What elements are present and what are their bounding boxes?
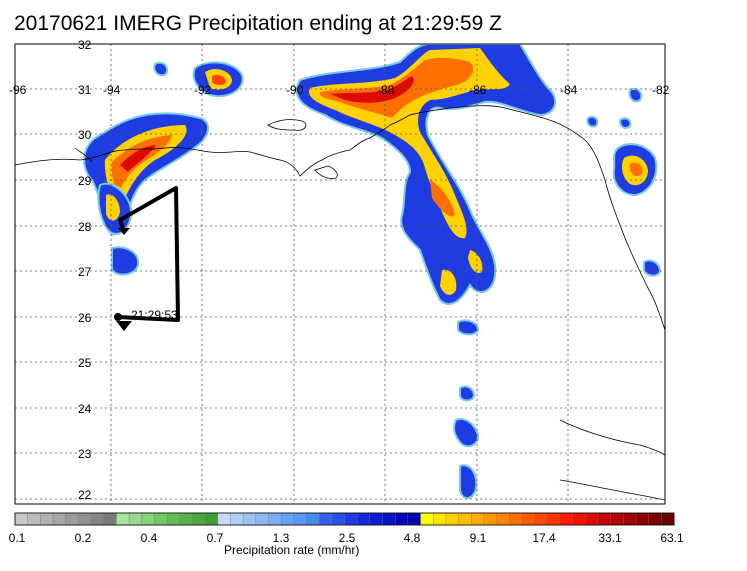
lon-label: -82: [652, 83, 670, 97]
colorbar-tick: 1.3: [272, 531, 290, 545]
lat-label: 32: [78, 38, 92, 52]
colorbar-swatch: [496, 512, 510, 526]
colorbar-swatch: [27, 512, 41, 526]
track-time-label: 21:29:53: [131, 308, 178, 322]
rain-cell-offshore: [111, 246, 140, 276]
colorbar-tick: 4.8: [403, 531, 421, 545]
colorbar-swatch: [559, 512, 574, 526]
colorbar-swatch: [445, 512, 460, 526]
colorbar-swatch: [90, 512, 105, 526]
colorbar-swatch: [585, 512, 599, 526]
colorbar-tick: 0.2: [74, 531, 92, 545]
lat-label: 25: [78, 356, 92, 370]
colorbar-swatch: [116, 512, 130, 526]
lon-labels: -96 -94 -92 -90 -88 -86 -84 -82: [9, 83, 670, 97]
colorbar-swatch: [458, 512, 472, 526]
colorbar-tick: 9.1: [469, 531, 487, 545]
colorbar-swatch: [331, 512, 345, 526]
track-start-marker: [118, 228, 130, 235]
precipitation-field: [83, 44, 662, 499]
colorbar-swatch: [78, 512, 92, 526]
colorbar-swatch: [103, 512, 117, 526]
lon-label: -96: [9, 83, 27, 97]
colorbar-swatch: [407, 512, 422, 526]
grid: [15, 44, 665, 504]
lon-label: -84: [560, 83, 578, 97]
colorbar-swatch: [382, 512, 396, 526]
colorbar-swatch: [166, 512, 181, 526]
colorbar-swatch: [369, 512, 384, 526]
colorbar-swatch: [255, 512, 269, 526]
colorbar-swatch: [268, 512, 282, 526]
lat-label: 27: [78, 265, 92, 279]
colorbar-swatch: [204, 512, 219, 526]
lon-label: -86: [469, 83, 487, 97]
colorbar-swatch: [280, 512, 295, 526]
lat-label: 30: [78, 128, 92, 142]
lat-label: 29: [78, 174, 92, 188]
colorbar-tick: 0.7: [206, 531, 224, 545]
map-frame: [14, 43, 666, 505]
lat-label: 26: [78, 311, 92, 325]
colorbar-swatch: [242, 512, 257, 526]
colorbar-swatch: [597, 512, 612, 526]
colorbar-title: Precipitation rate (mm/hr): [224, 543, 360, 557]
lon-label: -88: [377, 83, 395, 97]
colorbar: [14, 512, 675, 526]
colorbar-swatch: [648, 512, 662, 526]
colorbar-tick: 2.5: [338, 531, 356, 545]
colorbar-swatch: [534, 512, 548, 526]
colorbar-swatch: [420, 512, 434, 526]
colorbar-swatch: [179, 512, 193, 526]
colorbar-tick: 33.1: [598, 531, 622, 545]
colorbar-swatch: [154, 512, 168, 526]
colorbar-swatch: [192, 512, 206, 526]
colorbar-swatch: [52, 512, 67, 526]
lat-label: 24: [78, 402, 92, 416]
lon-label: -92: [194, 83, 212, 97]
colorbar-swatch: [65, 512, 79, 526]
colorbar-swatch: [356, 512, 371, 526]
lon-label: -94: [103, 83, 121, 97]
colorbar-swatch: [635, 512, 650, 526]
colorbar-swatch: [141, 512, 155, 526]
colorbar-swatch: [661, 512, 675, 526]
colorbar-swatch: [547, 512, 561, 526]
colorbar-swatch: [293, 512, 307, 526]
flight-track: [114, 186, 180, 331]
lon-label: -90: [286, 83, 304, 97]
lat-labels: 32 31 30 29 28 27 26 25 24 23 22: [78, 38, 92, 502]
lat-label: 28: [78, 220, 92, 234]
colorbar-swatch: [623, 512, 637, 526]
colorbar-swatch: [483, 512, 498, 526]
colorbar-swatch: [128, 512, 143, 526]
colorbar-swatch: [610, 512, 624, 526]
lat-label: 23: [78, 447, 92, 461]
colorbar-tick: 0.4: [140, 531, 158, 545]
lat-label: 31: [78, 83, 92, 97]
colorbar-swatch: [318, 512, 333, 526]
colorbar-swatch: [433, 512, 447, 526]
lat-label: 22: [78, 488, 92, 502]
colorbar-swatch: [40, 512, 54, 526]
colorbar-tick: 63.1: [660, 531, 684, 545]
colorbar-swatch: [344, 512, 358, 526]
colorbar-swatch: [14, 512, 29, 526]
map-title: 20170621 IMERG Precipitation ending at 2…: [14, 12, 502, 35]
coastline: [15, 105, 665, 501]
colorbar-swatch: [509, 512, 523, 526]
track-end-marker: [116, 321, 132, 331]
colorbar-swatch: [521, 512, 536, 526]
colorbar-tick: 0.1: [8, 531, 26, 545]
colorbar-frame: [14, 512, 675, 526]
colorbar-swatch: [572, 512, 586, 526]
colorbar-tick: 17.4: [532, 531, 556, 545]
colorbar-swatch: [306, 512, 320, 526]
colorbar-swatch: [394, 512, 409, 526]
colorbar-swatch: [471, 512, 485, 526]
colorbar-swatch: [230, 512, 244, 526]
colorbar-swatch: [217, 512, 231, 526]
